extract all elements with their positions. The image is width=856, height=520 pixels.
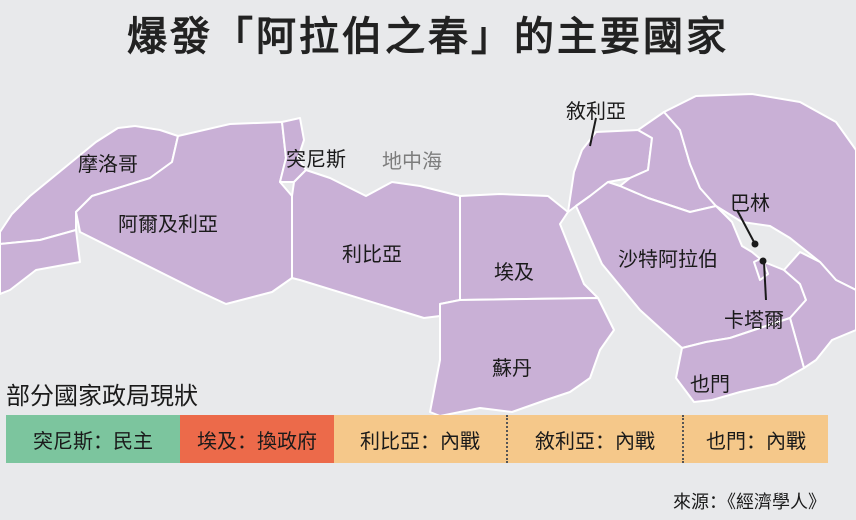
syria-leader [589,117,597,147]
label-libya: 利比亞 [342,242,402,266]
qatar-leader [763,261,767,301]
label-algeria: 阿爾及利亞 [118,212,218,236]
status-cell-yemen: 也門：內戰 [682,415,828,463]
status-cell-syria: 敘利亞：內戰 [506,415,682,463]
bahrain-dot [751,240,759,248]
label-bahrain: 巴林 [730,191,770,215]
status-cell-libya: 利比亞：內戰 [334,415,506,463]
status-legend-bar: 突尼斯：民主 埃及：換政府 利比亞：內戰 敘利亞：內戰 也門：內戰 [6,415,828,463]
label-egypt: 埃及 [494,260,534,284]
status-cell-egypt: 埃及：換政府 [180,415,334,463]
label-morocco: 摩洛哥 [78,152,138,176]
label-syria: 敘利亞 [566,99,626,123]
bahrain-leader [736,209,755,243]
label-yemen: 也門 [690,372,730,396]
western-sahara-region [0,229,81,295]
label-saudi-arabia: 沙特阿拉伯 [618,247,718,271]
label-qatar: 卡塔爾 [724,308,784,332]
oman-region [783,251,856,369]
status-cell-tunisia: 突尼斯：民主 [6,415,180,463]
qatar-dot [759,257,767,265]
yemen-region [675,317,805,403]
source-credit: 來源：《經濟學人》 [673,492,826,513]
legend-title: 部分國家政局現狀 [6,382,198,410]
label-mediterranean-sea: 地中海 [382,149,442,173]
label-sudan: 蘇丹 [492,356,532,380]
label-tunisia: 突尼斯 [286,147,346,171]
sudan-region [429,297,615,417]
page-title: 爆發「阿拉伯之春」的主要國家 [127,14,729,60]
